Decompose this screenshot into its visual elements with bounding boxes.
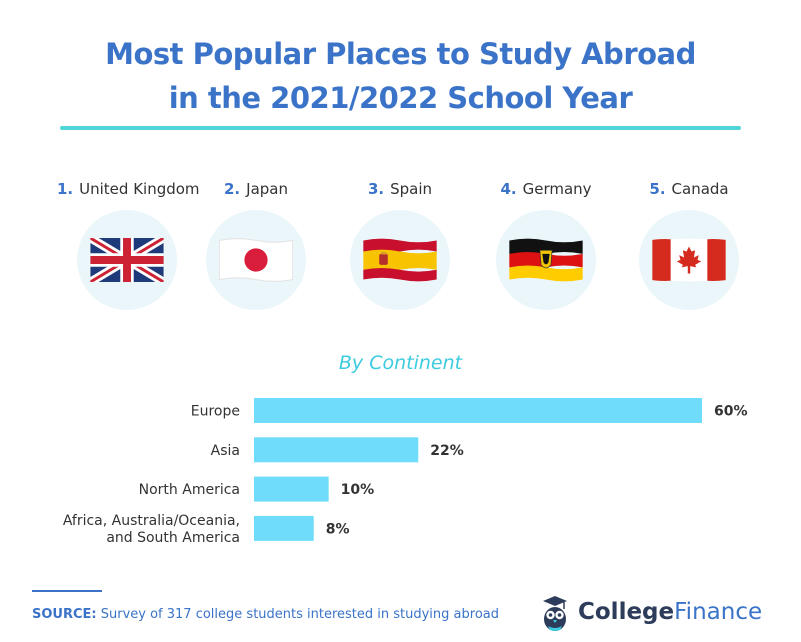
title-divider bbox=[60, 126, 741, 130]
category-label: North America bbox=[139, 482, 240, 498]
category-label: Europe bbox=[191, 404, 240, 420]
country-name: Spain bbox=[390, 180, 433, 198]
value-label: 22% bbox=[430, 443, 464, 459]
collegefinance-logo: CollegeFinance bbox=[540, 595, 780, 635]
source-key: SOURCE: bbox=[32, 607, 97, 622]
country-rank: 2. bbox=[224, 180, 241, 198]
value-label: 60% bbox=[714, 404, 748, 420]
chart-title: By Continent bbox=[338, 352, 463, 374]
country-rank: 1. bbox=[57, 180, 74, 198]
germany-flag-icon bbox=[509, 238, 583, 282]
category-label: and South America bbox=[106, 530, 240, 546]
country-label: 3. Spain bbox=[330, 180, 470, 198]
flag-badge bbox=[206, 210, 306, 310]
country-rank: 4. bbox=[500, 180, 517, 198]
source-divider bbox=[32, 590, 102, 592]
page-title: Most Popular Places to Study Abroad in t… bbox=[0, 32, 801, 120]
uk-flag-icon bbox=[90, 238, 164, 282]
country-label: 4. Germany bbox=[476, 180, 616, 198]
bar bbox=[254, 476, 329, 502]
logo-text-college: College bbox=[578, 599, 675, 625]
country-label: 1. United Kingdom bbox=[57, 180, 200, 198]
bar bbox=[254, 515, 314, 541]
bar bbox=[254, 398, 702, 423]
country-name: Canada bbox=[671, 180, 729, 198]
flag-badge bbox=[496, 210, 596, 310]
country-rank: 5. bbox=[649, 180, 666, 198]
title-line-1: Most Popular Places to Study Abroad bbox=[105, 37, 696, 71]
flag-badge bbox=[77, 210, 177, 310]
category-label: Asia bbox=[211, 443, 240, 459]
country-name: United Kingdom bbox=[79, 180, 200, 198]
canada-flag-icon bbox=[652, 238, 726, 282]
japan-flag-icon bbox=[219, 238, 293, 282]
source-note: SOURCE: Survey of 317 college students i… bbox=[32, 607, 499, 622]
country-name: Japan bbox=[246, 180, 288, 198]
country-name: Germany bbox=[522, 180, 592, 198]
logo-text-finance: Finance bbox=[674, 599, 763, 625]
value-label: 8% bbox=[326, 521, 350, 537]
value-label: 10% bbox=[341, 482, 375, 498]
country-label: 5. Canada bbox=[619, 180, 759, 198]
category-label: Africa, Australia/Oceania, bbox=[63, 513, 240, 529]
bar bbox=[254, 437, 419, 463]
title-line-2: in the 2021/2022 School Year bbox=[168, 81, 633, 115]
country-rank: 3. bbox=[367, 180, 385, 198]
logo-text: CollegeFinance bbox=[578, 599, 762, 625]
spain-flag-icon bbox=[363, 238, 437, 282]
continent-bar-chart: Europe 60% Asia 22% North America 10% Africa, … bbox=[63, 398, 748, 546]
owl-graduation-icon bbox=[543, 596, 567, 631]
country-label: 2. Japan bbox=[186, 180, 326, 198]
flag-badge bbox=[639, 210, 739, 310]
flag-badge bbox=[350, 210, 450, 310]
source-text: Survey of 317 college students intereste… bbox=[100, 607, 499, 622]
